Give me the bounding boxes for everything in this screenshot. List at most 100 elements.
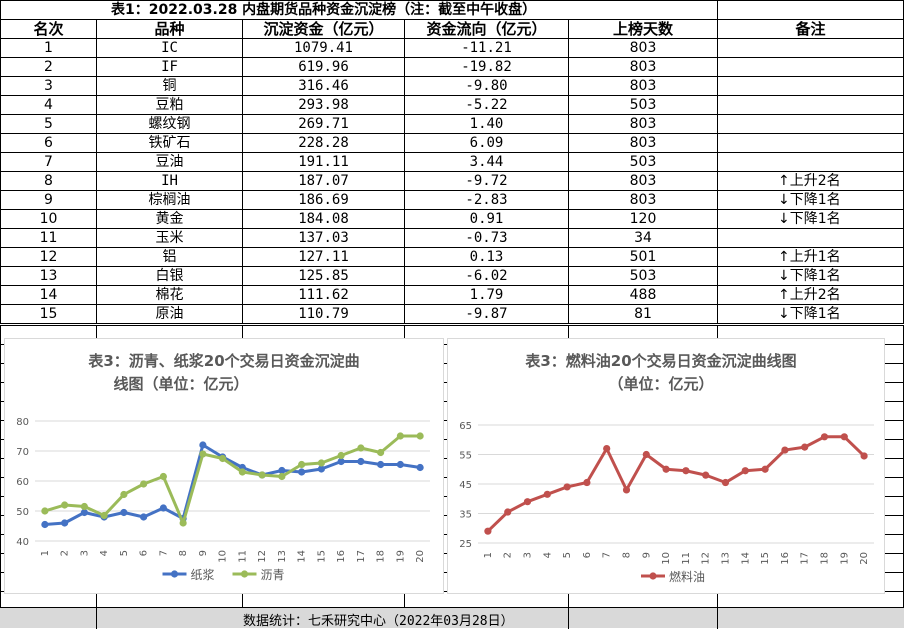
- cell-note: [717, 114, 904, 134]
- cell-note: [717, 152, 904, 172]
- data-point: [523, 498, 532, 506]
- legend-marker: [240, 570, 249, 578]
- legend-label: 纸浆: [191, 567, 215, 582]
- cell-days: 81: [567, 304, 719, 324]
- table-row: 8 IH 187.07 -9.72 803 ↑上升2名: [0, 171, 904, 191]
- data-point: [377, 448, 385, 457]
- cell-rank: 12: [0, 247, 97, 267]
- cell-name: 原油: [96, 304, 243, 324]
- cell-flow: -6.02: [404, 266, 569, 286]
- data-point: [258, 471, 266, 479]
- cell-note: [717, 38, 904, 58]
- cell-amount: 186.69: [242, 190, 405, 210]
- y-tick-label: 60: [16, 477, 29, 488]
- cell-days: 34: [567, 228, 719, 248]
- data-point: [140, 480, 148, 488]
- cell-flow: 6.09: [404, 133, 569, 153]
- x-tick-label: 13: [721, 552, 732, 565]
- x-tick-label: 11: [237, 550, 248, 563]
- data-point: [61, 519, 69, 527]
- data-point: [603, 445, 611, 453]
- cell-rank: 11: [0, 228, 97, 248]
- data-point: [563, 483, 571, 491]
- footer-source-text: 数据统计：七禾研究中心（2022年03月28日）: [243, 614, 514, 629]
- data-point: [337, 451, 345, 460]
- data-point: [41, 507, 49, 515]
- x-tick-label: 18: [376, 550, 387, 563]
- table-row: 12 铝 127.11 0.13 501 ↑上升1名: [0, 247, 904, 267]
- chart-panel-pulp-asphalt: 表3：沥青、纸浆20个交易日资金沉淀曲 线图（单位：亿元） 40 50 60 70 80…: [4, 338, 444, 594]
- x-tick-label: 6: [582, 552, 593, 558]
- x-tick-label: 13: [277, 550, 288, 563]
- data-point: [396, 460, 404, 469]
- cell-rank: 6: [0, 133, 97, 153]
- y-tick-label: 65: [459, 421, 472, 432]
- cell-flow: 1.79: [404, 285, 569, 305]
- cell-note: [717, 57, 904, 77]
- cell-name: 黄金: [96, 209, 243, 229]
- legend-label: 沥青: [261, 568, 285, 582]
- cell-rank: 14: [0, 285, 97, 305]
- table-row: 3 铜 316.46 -9.80 803: [0, 76, 904, 96]
- data-point: [416, 432, 424, 440]
- data-point: [860, 452, 868, 460]
- data-point: [80, 508, 88, 517]
- cell-flow: -9.87: [404, 304, 569, 324]
- x-tick-label: 4: [542, 552, 553, 558]
- x-tick-label: 14: [740, 552, 751, 565]
- cell-rank: 5: [0, 114, 97, 134]
- cell-amount: 184.08: [242, 209, 405, 229]
- x-tick-label: 15: [760, 552, 771, 565]
- cell-name: 铝: [96, 247, 243, 267]
- cell-days: 503: [567, 95, 719, 115]
- x-tick-label: 11: [681, 552, 692, 565]
- cell-days: 503: [567, 152, 719, 172]
- cell-note: [717, 133, 904, 153]
- data-point: [622, 486, 631, 494]
- chart-pulp-asphalt: 表3：沥青、纸浆20个交易日资金沉淀曲 线图（单位：亿元） 40 50 60 70 80…: [16, 352, 430, 582]
- x-tick-label: 20: [859, 552, 870, 565]
- data-point: [317, 459, 325, 467]
- data-point: [662, 465, 670, 473]
- data-point: [484, 527, 492, 535]
- cell-flow: -5.22: [404, 95, 569, 115]
- legend-marker: [170, 570, 179, 578]
- cell-rank: 9: [0, 190, 97, 210]
- x-tick-label: 3: [523, 552, 534, 558]
- cell-amount: 191.11: [242, 152, 405, 172]
- x-tick-label: 4: [99, 550, 110, 556]
- y-tick-label: 55: [459, 451, 472, 462]
- data-point: [357, 444, 365, 452]
- table-row: 1 IC 1079.41 -11.21 803: [0, 38, 904, 58]
- data-point: [642, 450, 650, 459]
- cell-amount: 316.46: [242, 76, 405, 96]
- cell-rank: 10: [0, 209, 97, 229]
- cell-days: 803: [567, 38, 719, 58]
- data-point: [504, 508, 512, 516]
- y-tick-label: 80: [16, 417, 29, 428]
- cell-name: 豆粕: [96, 95, 243, 115]
- x-tick-label: 7: [602, 552, 613, 558]
- cell-days: 803: [567, 171, 719, 191]
- cell-days: 803: [567, 76, 719, 96]
- cell-flow: -2.83: [404, 190, 569, 210]
- data-point: [781, 446, 789, 454]
- cell-note: ↑上升2名: [717, 171, 904, 191]
- data-point: [278, 466, 286, 475]
- y-tick-label: 50: [16, 507, 29, 518]
- x-tick-label: 5: [562, 552, 573, 558]
- cell-note: [717, 228, 904, 248]
- table-row: 5 螺纹钢 269.71 1.40 803: [0, 114, 904, 134]
- y-tick-label: 45: [459, 480, 472, 491]
- cell-flow: 0.91: [404, 209, 569, 229]
- x-tick-label: 17: [356, 550, 367, 563]
- cell-name: IF: [96, 57, 243, 77]
- data-point: [140, 513, 148, 521]
- cell-name: 棉花: [96, 285, 243, 305]
- cell-amount: 111.62: [242, 285, 405, 305]
- cell-name: 棕榈油: [96, 190, 243, 210]
- data-point: [317, 465, 325, 473]
- table-row: 14 棉花 111.62 1.79 488 ↑上升2名: [0, 285, 904, 305]
- cell-rank: 8: [0, 171, 97, 191]
- x-tick-label: 8: [178, 550, 189, 556]
